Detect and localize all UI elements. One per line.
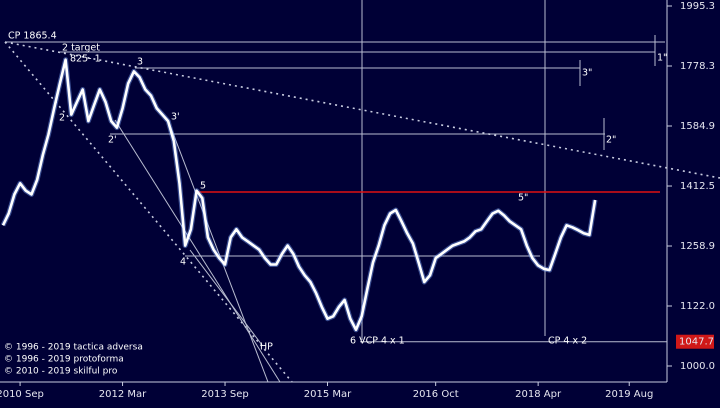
annotation: CP 4 x 2 — [548, 336, 587, 347]
annotation: 5 — [200, 181, 206, 192]
plot: 1995.3 1778.3 1584.9 1412.5 1258.9 1122.0 1000… — [0, 1, 715, 400]
annotation: 3" — [582, 68, 592, 79]
annotation: 1" — [657, 53, 667, 64]
y-tick-label: 1995.3 — [680, 1, 715, 12]
y-tick-label: 1122.0 — [680, 301, 715, 312]
trend-line — [189, 249, 263, 346]
copyright: © 1996 - 2019 tactica adversa — [4, 343, 143, 353]
trend-line — [4, 41, 293, 383]
x-tick-label: 2010 Sep — [0, 389, 44, 400]
y-tick-label: 1412.5 — [680, 181, 715, 192]
x-tick-label: 2016 Oct — [413, 389, 459, 400]
x-tick-label: 2015 Mar — [304, 389, 352, 400]
price-label: 1047.7 — [679, 337, 714, 348]
trend-line — [167, 119, 269, 383]
annotation: 6 VCP 4 x 1 — [350, 336, 405, 347]
annotation: 2' — [108, 135, 117, 146]
annotation: 2" — [606, 135, 616, 146]
x-tick-label: 2012 Mar — [99, 389, 147, 400]
trend-line — [114, 119, 281, 383]
x-tick-label: 2013 Sep — [201, 389, 248, 400]
price-label-box — [676, 334, 714, 349]
copyright: © 2010 - 2019 skilful pro — [4, 367, 118, 377]
y-tick-label: 1258.9 — [680, 241, 715, 252]
x-tick-label: 2018 Apr — [515, 389, 562, 400]
annotation: 5" — [518, 193, 528, 204]
trend-line — [4, 41, 720, 179]
annotation: 2 — [59, 113, 65, 124]
x-tick-label: 2019 Aug — [605, 389, 653, 400]
y-tick-label: 1000.0 — [680, 361, 715, 372]
annotation: 2 target — [62, 43, 100, 54]
annotation: 825- 1 — [70, 54, 101, 65]
price-line — [1, 58, 597, 332]
annotation: HP — [260, 342, 273, 353]
annotation: 4 — [180, 257, 186, 268]
y-tick-label: 1778.3 — [680, 61, 715, 72]
annotation: 3 — [137, 57, 143, 68]
annotation: CP 1865.4 — [8, 31, 57, 42]
annotation: 3' — [171, 112, 180, 123]
y-tick-label: 1584.9 — [680, 121, 715, 132]
copyright: © 1996 - 2019 protoforma — [4, 355, 124, 365]
overlay-lines — [4, 0, 720, 383]
